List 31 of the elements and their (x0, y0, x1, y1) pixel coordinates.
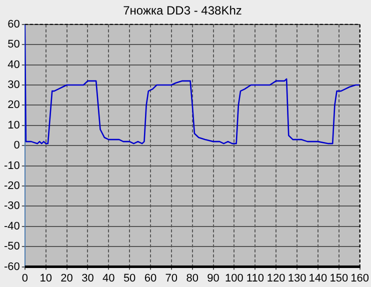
y-tick-label: 0 (14, 140, 20, 152)
x-tick-label: 20 (60, 272, 73, 284)
x-tick-label: 140 (308, 272, 328, 284)
y-tick-label: 10 (8, 119, 20, 132)
x-tick-label: 100 (225, 272, 244, 284)
y-tick-label: -40 (4, 220, 20, 232)
x-tick-label: 40 (102, 272, 115, 284)
y-tick-label: -10 (4, 160, 20, 172)
y-tick-label: -60 (4, 260, 20, 273)
y-tick-label: -20 (4, 180, 20, 192)
x-tick-label: 30 (82, 272, 94, 284)
x-tick-label: 90 (207, 272, 220, 284)
x-tick-label: 50 (123, 272, 136, 284)
x-tick-label: 160 (350, 272, 370, 284)
x-tick-label: 70 (165, 272, 178, 284)
y-tick-label: -50 (4, 240, 20, 253)
x-tick-label: 80 (186, 272, 198, 284)
x-tick-label: 10 (40, 272, 52, 284)
x-tick-label: 60 (144, 272, 157, 284)
y-tick-label: 20 (8, 99, 20, 112)
y-tick-label: 40 (8, 58, 20, 71)
x-tick-label: 150 (330, 272, 348, 284)
y-tick-label: 50 (8, 38, 20, 51)
chart-title: 7ножка DD3 - 438Khz (123, 4, 242, 18)
x-tick-label: 130 (288, 272, 306, 284)
y-tick-label: 60 (8, 18, 20, 30)
y-tick-label: -30 (4, 200, 20, 212)
x-tick-label: 110 (246, 272, 264, 284)
x-tick-label: 120 (266, 272, 286, 284)
y-tick-label: 30 (8, 79, 20, 92)
x-tick-label: 0 (22, 272, 28, 284)
